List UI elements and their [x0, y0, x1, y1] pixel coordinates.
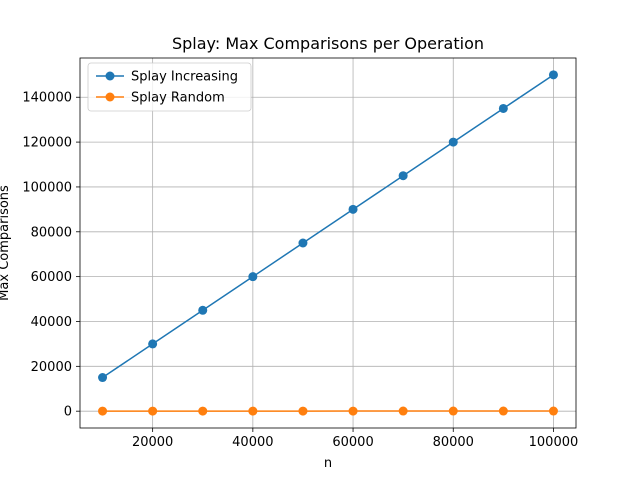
data-point — [548, 406, 558, 416]
data-point — [148, 406, 158, 416]
data-point — [198, 305, 208, 315]
data-point — [198, 406, 208, 416]
legend-swatch-marker — [105, 92, 115, 102]
chart-title: Splay: Max Comparisons per Operation — [172, 34, 484, 53]
data-point — [398, 406, 408, 416]
series-layer — [98, 70, 558, 416]
data-point — [448, 406, 458, 416]
y-tick-label: 40000 — [31, 315, 72, 330]
data-point — [298, 238, 308, 248]
legend-swatch-marker — [105, 71, 115, 81]
series-2 — [98, 406, 558, 416]
y-tick-label: 120000 — [22, 136, 72, 151]
series-1 — [98, 70, 558, 383]
data-point — [98, 373, 108, 383]
y-tick-label: 20000 — [31, 360, 72, 375]
data-point — [298, 406, 308, 416]
legend-label: Splay Random — [131, 91, 225, 106]
data-point — [548, 70, 558, 80]
y-tick-label: 0 — [64, 405, 72, 420]
data-point — [248, 406, 258, 416]
y-tick-label: 80000 — [31, 225, 72, 240]
y-axis-label: Max Comparisons — [0, 185, 12, 301]
x-tick-label: 60000 — [332, 435, 373, 450]
x-tick-label: 100000 — [529, 435, 579, 450]
x-axis-ticks: 20000 40000 60000 80000 100000 — [132, 428, 578, 450]
x-tick-label: 40000 — [232, 435, 273, 450]
grid-lines — [80, 58, 576, 428]
y-tick-label: 100000 — [22, 180, 72, 195]
y-tick-label: 60000 — [31, 270, 72, 285]
data-point — [98, 406, 108, 416]
data-point — [148, 339, 158, 349]
series-line — [102, 74, 554, 379]
legend: Splay Increasing Splay Random — [87, 62, 252, 112]
x-tick-label: 20000 — [132, 435, 173, 450]
data-point — [498, 406, 508, 416]
legend-label: Splay Increasing — [131, 70, 238, 85]
data-point — [448, 137, 458, 147]
data-point — [248, 272, 258, 282]
y-tick-label: 140000 — [22, 91, 72, 106]
x-tick-label: 80000 — [433, 435, 474, 450]
data-point — [348, 204, 358, 214]
plot-frame — [79, 57, 577, 429]
data-point — [398, 171, 408, 181]
data-point — [498, 103, 508, 113]
x-axis-label: n — [324, 456, 332, 471]
legend-box — [87, 62, 252, 112]
y-axis-ticks: 0 20000 40000 60000 80000 100000 120000 140000 — [22, 91, 80, 420]
data-point — [348, 406, 358, 416]
